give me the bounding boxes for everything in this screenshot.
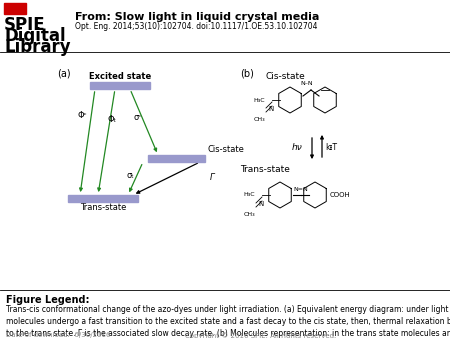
Text: H₃C: H₃C: [243, 193, 255, 197]
Bar: [68, 195, 138, 202]
Text: SPIE: SPIE: [4, 16, 45, 34]
Text: kᵻT: kᵻT: [325, 144, 337, 152]
Text: N=N: N=N: [293, 187, 308, 192]
Text: σₜ: σₜ: [126, 170, 134, 179]
Text: σᶜ: σᶜ: [134, 114, 142, 122]
Text: From: Slow light in liquid crystal media: From: Slow light in liquid crystal media: [75, 12, 320, 22]
Text: Figure Legend:: Figure Legend:: [6, 295, 90, 305]
Text: Cis-state: Cis-state: [265, 72, 305, 81]
Text: Digital: Digital: [4, 27, 66, 45]
Text: H₃C: H₃C: [253, 97, 265, 102]
Text: Date of download:  6/30/2016: Date of download: 6/30/2016: [6, 332, 111, 338]
Text: (a): (a): [57, 68, 71, 78]
Text: Copyright © 2016 SPIE. All rights reserved.: Copyright © 2016 SPIE. All rights reserv…: [185, 332, 336, 338]
Bar: [148, 155, 205, 162]
Text: CH₃: CH₃: [253, 117, 265, 122]
Text: Library: Library: [4, 38, 71, 56]
Text: Cis-state: Cis-state: [208, 145, 245, 154]
Text: Γ: Γ: [210, 173, 215, 183]
Text: hν: hν: [291, 144, 302, 152]
Text: Trans-state: Trans-state: [240, 165, 290, 174]
Text: Φₜ: Φₜ: [108, 116, 117, 124]
Text: Trans-state: Trans-state: [80, 203, 126, 212]
Text: (b): (b): [240, 68, 254, 78]
Text: Φᶜ: Φᶜ: [77, 111, 87, 120]
Text: N: N: [268, 106, 274, 112]
Bar: [4, 3, 26, 14]
Text: Excited state: Excited state: [89, 72, 151, 81]
Text: N: N: [258, 201, 264, 207]
Text: Trans-cis conformational change of the azo-dyes under light irradiation. (a) Equ: Trans-cis conformational change of the a…: [6, 305, 450, 338]
Text: COOH: COOH: [330, 192, 351, 198]
Text: N–N: N–N: [301, 81, 313, 86]
Text: CH₃: CH₃: [243, 212, 255, 217]
Bar: [90, 82, 150, 89]
Text: Opt. Eng. 2014;53(10):102704. doi:10.1117/1.OE.53.10.102704: Opt. Eng. 2014;53(10):102704. doi:10.111…: [75, 22, 318, 31]
